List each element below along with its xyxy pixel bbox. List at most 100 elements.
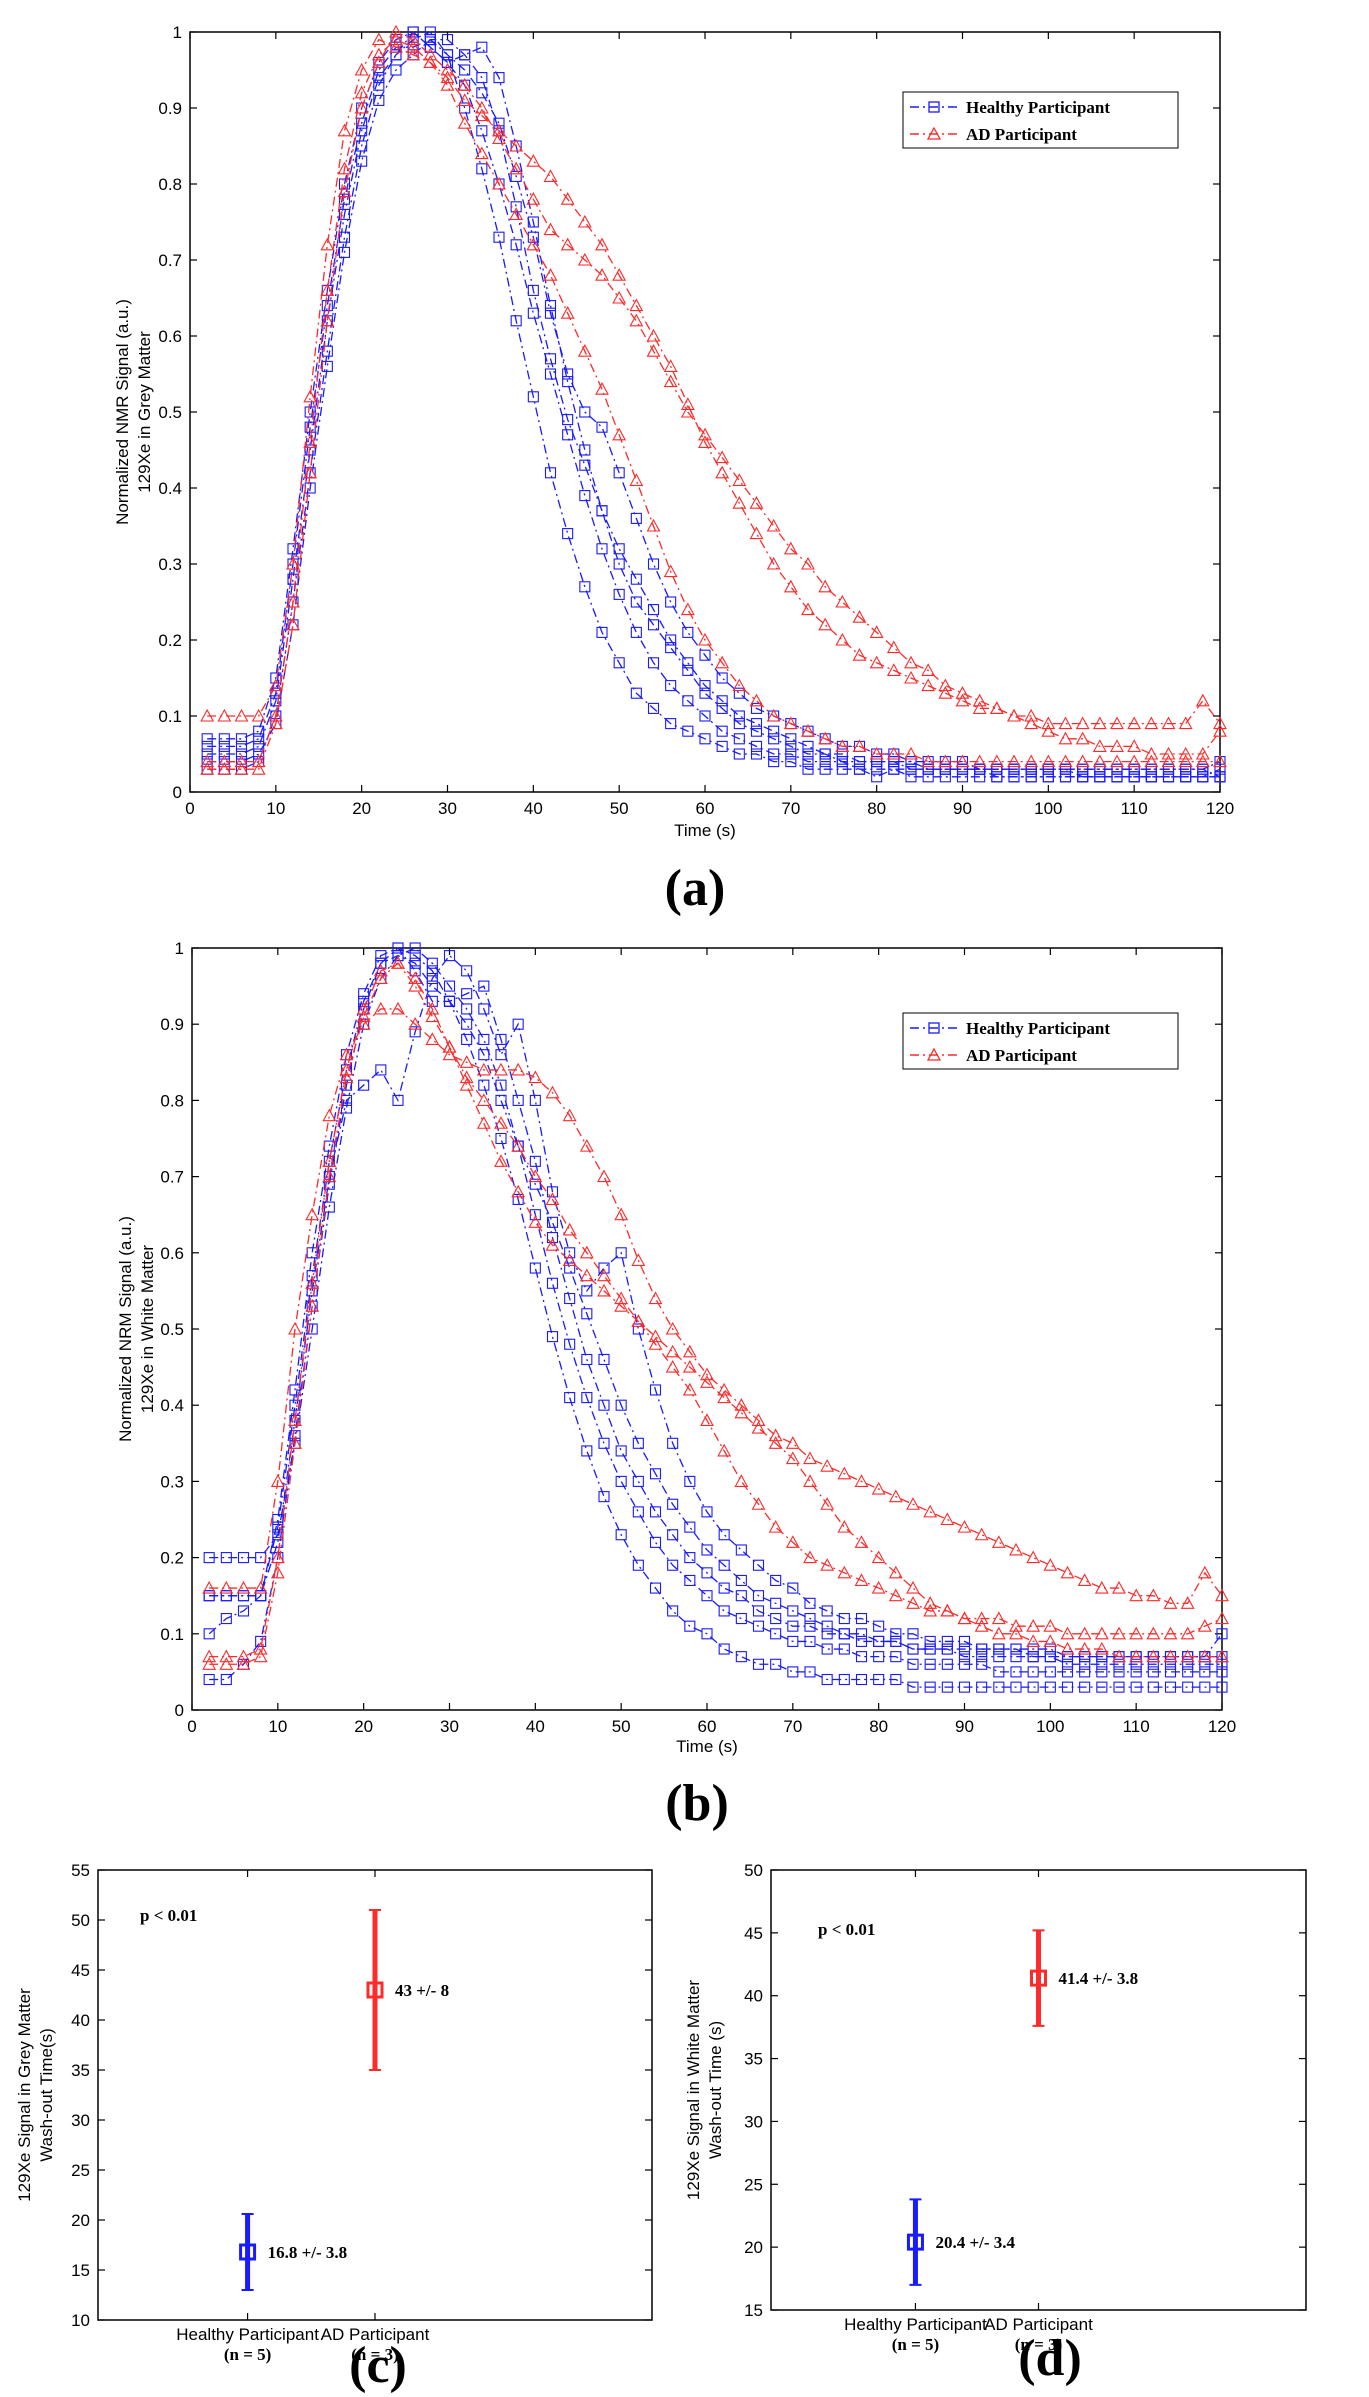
data-point (253, 748, 265, 760)
data-point (478, 1049, 490, 1061)
series-line (209, 947, 1223, 1658)
data-point (510, 239, 522, 251)
x-tick-label: 110 (1121, 799, 1148, 818)
data-point (1059, 763, 1072, 775)
data-point (768, 756, 780, 768)
data-point (1024, 708, 1039, 722)
data-point (495, 1132, 507, 1145)
data-point (218, 748, 230, 760)
data-point (1180, 1626, 1195, 1640)
data-point (632, 1559, 644, 1571)
data-point (871, 1481, 886, 1495)
data-point (1010, 1643, 1022, 1655)
data-point (356, 1017, 371, 1030)
data-point (768, 1428, 783, 1442)
data-point (425, 1032, 440, 1045)
chart-d-panel-label: (d) (1018, 2330, 1082, 2387)
data-point (459, 64, 471, 76)
data-point (735, 1613, 747, 1625)
data-point (804, 1635, 816, 1647)
data-point (904, 670, 918, 684)
data-point (270, 695, 282, 707)
data-point (976, 1681, 988, 1693)
data-point (716, 695, 728, 707)
y-tick-label: 0.2 (158, 631, 182, 650)
data-point (733, 687, 745, 699)
data-point (1147, 1681, 1159, 1693)
data-point (974, 771, 986, 783)
data-point (494, 1062, 508, 1076)
data-point (701, 1567, 713, 1579)
data-point (989, 754, 1004, 768)
data-point (820, 1497, 835, 1510)
data-point (665, 1321, 680, 1335)
data-point (1129, 1649, 1144, 1663)
data-point (1199, 1658, 1211, 1670)
data-point (1145, 771, 1157, 783)
data-point (234, 708, 249, 722)
data-point (220, 1673, 232, 1686)
category-n-label: (n = 3) (1015, 2335, 1062, 2354)
data-point (647, 604, 660, 616)
data-point (373, 1001, 388, 1015)
chart-a-legend-box (902, 91, 1179, 149)
data-point (356, 117, 368, 129)
data-point (855, 1613, 868, 1625)
data-point (612, 427, 627, 441)
data-point (974, 763, 986, 775)
data-point (579, 459, 591, 471)
data-point (905, 756, 917, 768)
data-point (543, 268, 558, 281)
data-point (579, 1268, 594, 1282)
series-line (209, 962, 1222, 1665)
data-point (821, 1628, 833, 1640)
data-point (202, 1580, 217, 1594)
data-point (855, 1673, 868, 1686)
data-point (203, 1590, 215, 1602)
data-point (253, 1580, 268, 1594)
data-point (1061, 1651, 1074, 1663)
data-point (1164, 1681, 1177, 1693)
data-point (546, 1277, 559, 1289)
data-point (939, 763, 951, 775)
data-point (443, 980, 456, 992)
data-point (821, 1643, 833, 1655)
data-point (1197, 771, 1209, 783)
data-point (1079, 1658, 1091, 1670)
chart-b-y-axis-label-line2: 129Xe in White Matter (138, 1245, 157, 1414)
y-tick-label: 15 (744, 2301, 763, 2320)
data-point (612, 268, 627, 281)
data-point (288, 1321, 302, 1335)
data-point (958, 1658, 971, 1670)
data-point (461, 965, 473, 977)
data-point (562, 414, 574, 426)
data-point (234, 754, 249, 768)
data-point (560, 237, 575, 251)
data-point (615, 1529, 627, 1541)
data-point (375, 957, 387, 969)
data-point (426, 957, 438, 969)
data-point (546, 1216, 559, 1228)
chart-b-x-axis-label: Time (s) (676, 1737, 738, 1756)
data-point (1026, 1550, 1041, 1564)
data-point (1161, 746, 1176, 760)
data-point (818, 617, 833, 631)
data-point (476, 163, 488, 175)
data-point (821, 1620, 833, 1632)
data-point (923, 1504, 938, 1518)
data-point (821, 1673, 833, 1686)
data-point (527, 216, 539, 228)
y-tick-label: 1 (175, 939, 184, 958)
data-point (768, 1436, 783, 1449)
data-point (358, 1079, 370, 1091)
data-point (1164, 1658, 1177, 1670)
data-point (821, 1605, 833, 1617)
data-point (873, 1673, 885, 1686)
data-point (956, 771, 969, 783)
data-point (907, 1658, 919, 1670)
data-point (647, 657, 660, 669)
data-point (1113, 1666, 1125, 1678)
data-point (1110, 754, 1124, 768)
